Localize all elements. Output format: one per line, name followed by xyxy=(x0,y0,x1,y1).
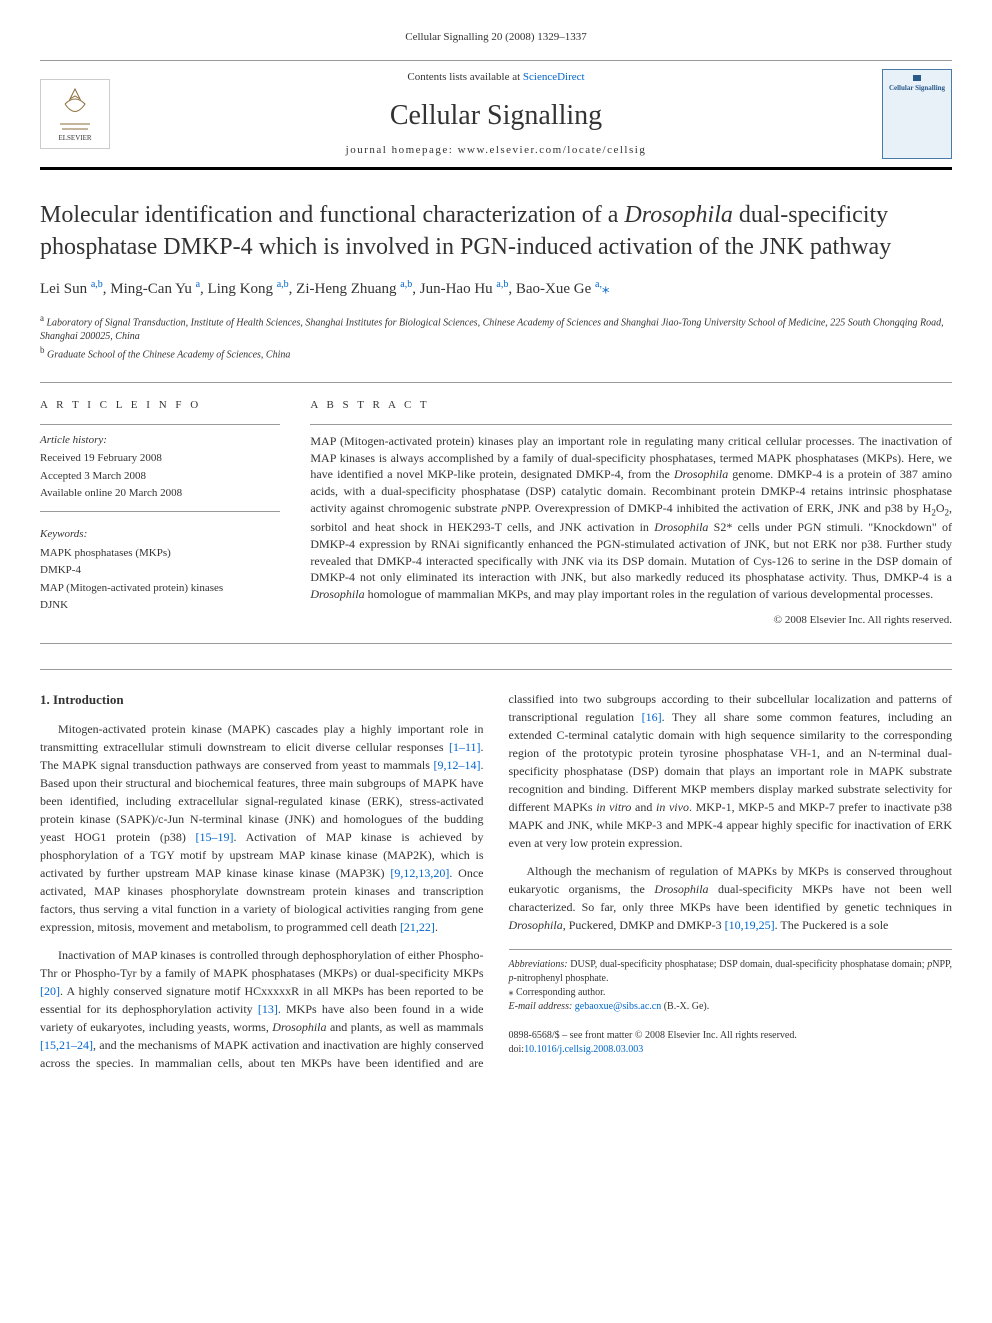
elsevier-label: ELSEVIER xyxy=(58,134,91,144)
article-info-panel: A R T I C L E I N F O Article history: R… xyxy=(40,383,295,643)
history-label: Article history: xyxy=(40,433,280,448)
citation-link[interactable]: [15–19] xyxy=(196,830,234,844)
abstract-copyright: © 2008 Elsevier Inc. All rights reserved… xyxy=(310,613,952,628)
citation-link[interactable]: [20] xyxy=(40,984,60,998)
masthead: ELSEVIER Contents lists available at Sci… xyxy=(40,60,952,170)
journal-cover-thumbnail: Cellular Signalling xyxy=(882,69,952,159)
abstract-text: MAP (Mitogen-activated protein) kinases … xyxy=(310,433,952,603)
keyword: DJNK xyxy=(40,598,280,613)
citation-link[interactable]: [9,12,13,20] xyxy=(390,866,449,880)
intro-paragraph: Although the mechanism of regulation of … xyxy=(509,862,953,934)
journal-homepage: journal homepage: www.elsevier.com/locat… xyxy=(110,143,882,158)
doi-link[interactable]: 10.1016/j.cellsig.2008.03.003 xyxy=(524,1044,643,1055)
citation-link[interactable]: [1–11] xyxy=(449,740,481,754)
sciencedirect-link[interactable]: ScienceDirect xyxy=(523,71,585,83)
section-heading: 1. Introduction xyxy=(40,690,484,710)
citation-link[interactable]: [13] xyxy=(258,1002,278,1016)
elsevier-logo: ELSEVIER xyxy=(40,79,110,149)
history-online: Available online 20 March 2008 xyxy=(40,486,280,501)
journal-name: Cellular Signalling xyxy=(110,96,882,135)
abstract-panel: A B S T R A C T MAP (Mitogen-activated p… xyxy=(295,383,952,643)
history-received: Received 19 February 2008 xyxy=(40,451,280,466)
email-link[interactable]: gebaoxue@sibs.ac.cn xyxy=(575,1001,661,1012)
contents-line: Contents lists available at ScienceDirec… xyxy=(110,70,882,85)
body-text: 1. Introduction Mitogen-activated protei… xyxy=(40,690,952,1072)
keyword: DMKP-4 xyxy=(40,563,280,578)
citation-link[interactable]: [21,22] xyxy=(400,920,435,934)
header-citation: Cellular Signalling 20 (2008) 1329–1337 xyxy=(40,30,952,45)
keyword: MAP (Mitogen-activated protein) kinases xyxy=(40,581,280,596)
citation-link[interactable]: [15,21–24] xyxy=(40,1038,93,1052)
keyword: MAPK phosphatases (MKPs) xyxy=(40,546,280,561)
authors-list: Lei Sun a,b, Ming-Can Yu a, Ling Kong a,… xyxy=(40,278,952,300)
citation-link[interactable]: [10,19,25] xyxy=(725,918,775,932)
footnotes: Abbreviations: DUSP, dual-specificity ph… xyxy=(509,949,953,1014)
affiliations: a Laboratory of Signal Transduction, Ins… xyxy=(40,312,952,363)
article-info-heading: A R T I C L E I N F O xyxy=(40,398,280,413)
history-accepted: Accepted 3 March 2008 xyxy=(40,469,280,484)
corresponding-author-note: ⁎ Corresponding author. xyxy=(509,986,953,1000)
intro-paragraph: Mitogen-activated protein kinase (MAPK) … xyxy=(40,720,484,936)
abstract-heading: A B S T R A C T xyxy=(310,398,952,413)
article-title: Molecular identification and functional … xyxy=(40,200,952,262)
citation-link[interactable]: [9,12–14] xyxy=(434,758,481,772)
keywords-label: Keywords: xyxy=(40,527,280,542)
bottom-metadata: 0898-6568/$ – see front matter © 2008 El… xyxy=(509,1029,953,1057)
citation-link[interactable]: [16] xyxy=(642,710,662,724)
